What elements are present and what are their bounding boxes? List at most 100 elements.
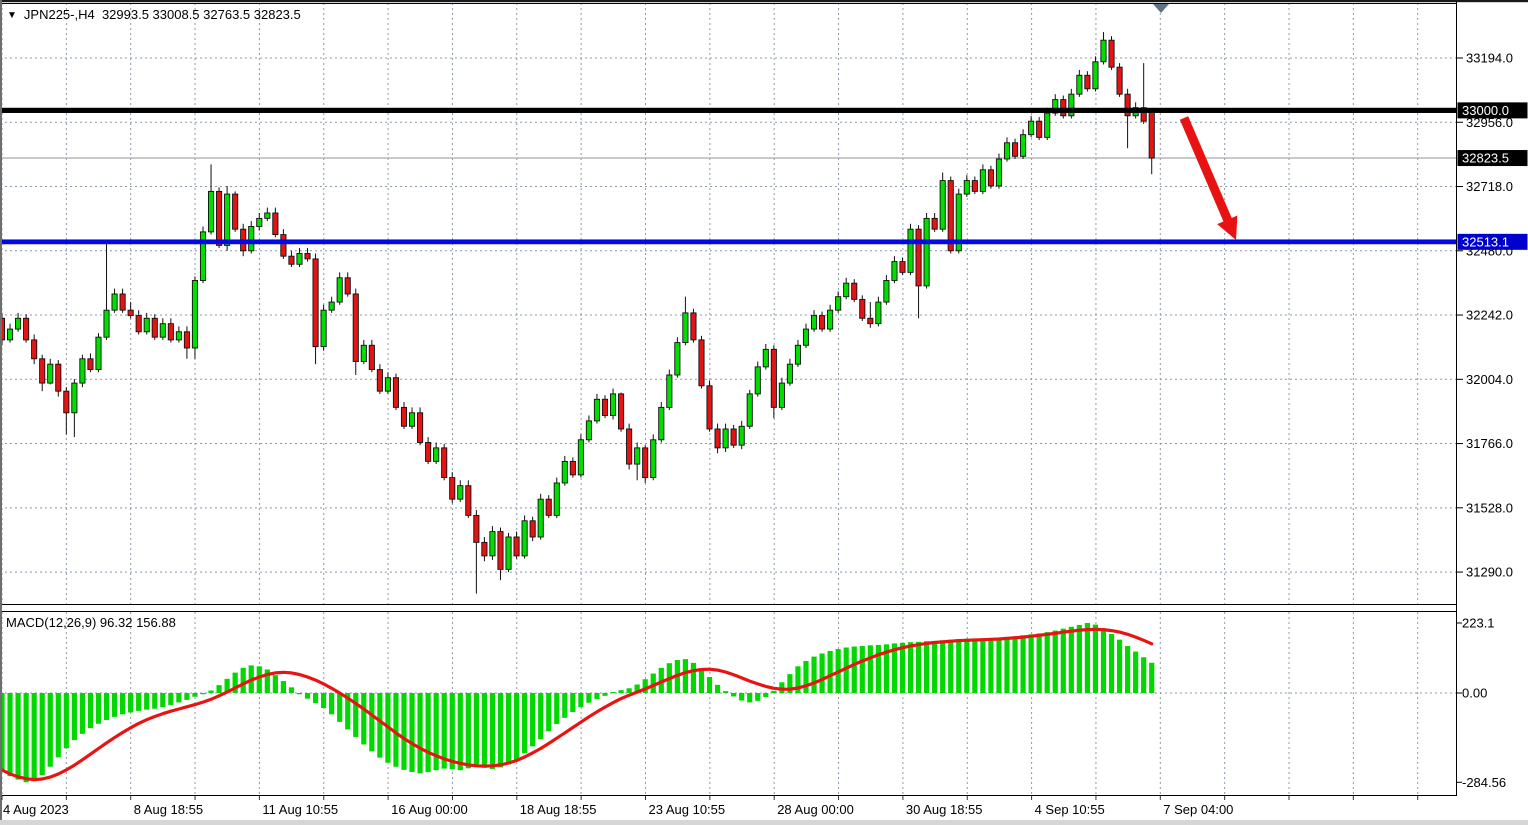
macd-bar (899, 642, 906, 693)
time-tick-label: 18 Aug 18:55 (520, 802, 597, 817)
candle-bear (167, 323, 174, 341)
candle-bull (95, 336, 102, 371)
candle-bull (191, 280, 199, 349)
arrow-shaft (1179, 116, 1234, 225)
macd-bar (15, 693, 21, 780)
macd-bar (698, 669, 705, 693)
candle-bull (47, 363, 54, 384)
macd-bar (1060, 628, 1066, 693)
candle-bull (6, 328, 14, 341)
macd-bar (505, 693, 512, 765)
candle-bull (537, 498, 544, 538)
macd-bar (964, 638, 970, 693)
macd-bar (690, 662, 697, 693)
macd-bar (907, 642, 914, 693)
candle-bull (650, 439, 657, 479)
pane-borders (0, 2, 1457, 796)
candle-bull (175, 331, 182, 341)
macd-bar (152, 693, 158, 709)
candle-bear (135, 315, 142, 333)
macd-bar (723, 691, 729, 693)
macd-bar (208, 690, 214, 693)
candle-bear (481, 541, 488, 557)
symbol-dropdown-icon[interactable]: ▼ (7, 10, 17, 21)
macd-bar (634, 684, 640, 693)
candle-bull (746, 393, 753, 427)
macd-bar (449, 693, 455, 770)
candle-bear (473, 514, 480, 543)
candle-bear (151, 317, 158, 338)
candle-bear (304, 253, 311, 260)
macd-bar (1076, 624, 1082, 693)
macd-bar (216, 685, 222, 693)
candle-bear (400, 406, 408, 427)
support-line-32513[interactable] (0, 239, 1456, 245)
macd-bar (956, 639, 962, 693)
candle-bull (778, 382, 785, 408)
macd-bar (369, 693, 375, 752)
macd-bar (610, 692, 616, 694)
price-tick-label: 32956.0 (1466, 115, 1513, 130)
macd-bar (176, 693, 182, 703)
time-tick-label: 7 Sep 04:00 (1163, 802, 1233, 817)
macd-bar (425, 693, 431, 773)
macd-bar (1100, 628, 1107, 693)
candle-bear (545, 498, 552, 516)
price-tick-label: 31766.0 (1466, 436, 1513, 451)
price-axis[interactable]: 33194.032956.032718.032480.032242.032004… (1457, 51, 1528, 580)
candle-bear (706, 385, 713, 430)
candle-bull (264, 212, 271, 219)
candle-bull (1044, 112, 1051, 138)
macd-bar (79, 693, 85, 734)
candle-bull (489, 531, 496, 557)
macd-bar (883, 644, 889, 693)
macd-bar (513, 693, 520, 760)
candle-bull (995, 158, 1003, 187)
window-top-border (0, 0, 1528, 3)
time-axis[interactable]: 4 Aug 2023 8 Aug 18:55 11 Aug 10:55 16 Aug … (1, 796, 1419, 817)
candle-bull (360, 344, 367, 362)
candle-bear (642, 447, 649, 479)
candle-bear (63, 390, 70, 414)
down-arrow-annotation[interactable] (1179, 116, 1238, 240)
candle-bull (786, 363, 793, 384)
candle-bear (55, 363, 62, 392)
macd-bar (996, 638, 1002, 693)
chart-title-bar: ▼ JPN225-,H4 32993.5 33008.5 32763.5 3282… (7, 7, 301, 22)
macd-bar (875, 644, 881, 693)
macd-bar (353, 693, 359, 737)
candlestick-series (0, 32, 1155, 594)
candle-bull (843, 282, 850, 298)
macd-bar (144, 693, 150, 710)
candle-bull (224, 193, 231, 246)
macd-bar (811, 656, 817, 693)
macd-bar (731, 693, 737, 697)
candle-bear (618, 393, 625, 430)
time-tick-label: 8 Aug 18:55 (134, 802, 203, 817)
candle-bull (794, 344, 802, 365)
candle-bear (601, 398, 609, 416)
macd-bar (71, 693, 77, 741)
time-tick-label: 16 Aug 00:00 (391, 802, 468, 817)
time-tick-label: 4 Aug 2023 (3, 802, 69, 817)
resistance-line-33000[interactable] (0, 107, 1456, 113)
macd-bar (924, 641, 930, 693)
candle-bull (955, 193, 962, 252)
candle-bear (87, 358, 94, 371)
macd-bar (1044, 632, 1050, 693)
candle-bear (698, 339, 705, 387)
candle-bear (569, 460, 576, 476)
macd-bar (23, 693, 29, 783)
candle-bull (738, 425, 745, 446)
macd-bar (594, 693, 600, 699)
price-tick-label: 32242.0 (1466, 308, 1513, 323)
bar-position-marker-icon[interactable] (1153, 4, 1169, 13)
candle-bear (352, 293, 359, 362)
macd-bar (457, 693, 463, 771)
candle-bear (915, 228, 922, 287)
macd-bar (932, 640, 938, 693)
macd-axis[interactable]: 223.1 0.00 -284.56 (1457, 615, 1506, 790)
candle-bear (497, 531, 504, 570)
candle-bull (1003, 142, 1011, 160)
